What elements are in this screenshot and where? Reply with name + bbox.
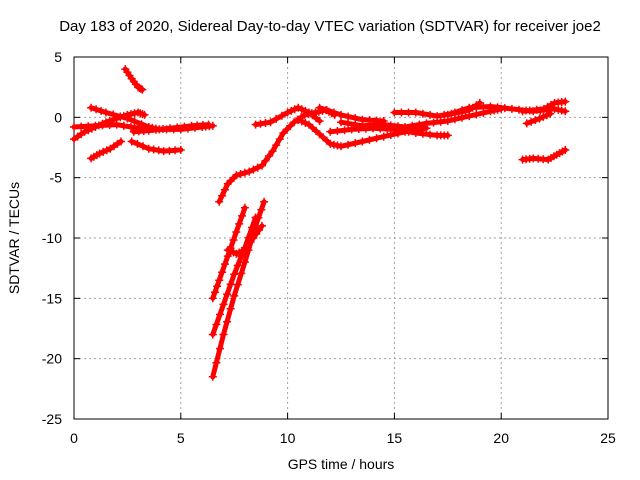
x-tick-label: 5 [177,430,185,446]
data-series [294,115,431,151]
x-tick-label: 10 [280,430,296,446]
data-point-markers [87,137,125,163]
data-point-markers [337,104,506,131]
y-axis-label: SDTVAR / TECUs [6,182,22,294]
data-series [315,103,388,125]
data-series-line [216,107,338,205]
data-point-markers [518,97,570,116]
data-point-markers [522,109,555,128]
data-series [518,145,570,164]
data-series [87,137,125,163]
data-point-markers [223,221,266,258]
data-series [121,65,147,94]
data-series [251,103,324,129]
data-point-markers [518,145,570,164]
x-tick-label: 15 [387,430,403,446]
y-tick-label: -15 [42,290,62,306]
chart-title: Day 183 of 2020, Sidereal Day-to-day VTE… [59,18,601,35]
data-series [518,97,570,116]
data-layer [70,65,570,381]
y-tick-label: -10 [42,230,62,246]
y-tick-label: -20 [42,351,62,367]
data-series [223,221,266,258]
data-point-markers [326,124,452,140]
data-point-markers [129,120,213,136]
y-tick-label: -25 [42,411,62,427]
data-point-markers [127,137,185,156]
data-series [127,137,185,156]
data-point-markers [121,65,147,94]
data-series [337,104,506,131]
tick-layer: 0 5 10 15 20 25 5 0 -5 -10 -15 -20 -25 [42,49,616,446]
x-tick-label: 0 [70,430,78,446]
x-tick-label: 20 [493,430,509,446]
data-series [129,120,213,136]
data-series [326,124,452,140]
y-tick-label: -5 [50,170,63,186]
data-point-markers [251,103,324,129]
data-point-markers [315,103,388,125]
data-series [522,109,555,128]
x-tick-label: 25 [600,430,616,446]
data-series-line [88,139,124,161]
y-tick-label: 5 [54,49,62,65]
x-axis-label: GPS time / hours [288,456,395,472]
data-series-line [210,199,267,380]
y-tick-label: 0 [54,109,62,125]
